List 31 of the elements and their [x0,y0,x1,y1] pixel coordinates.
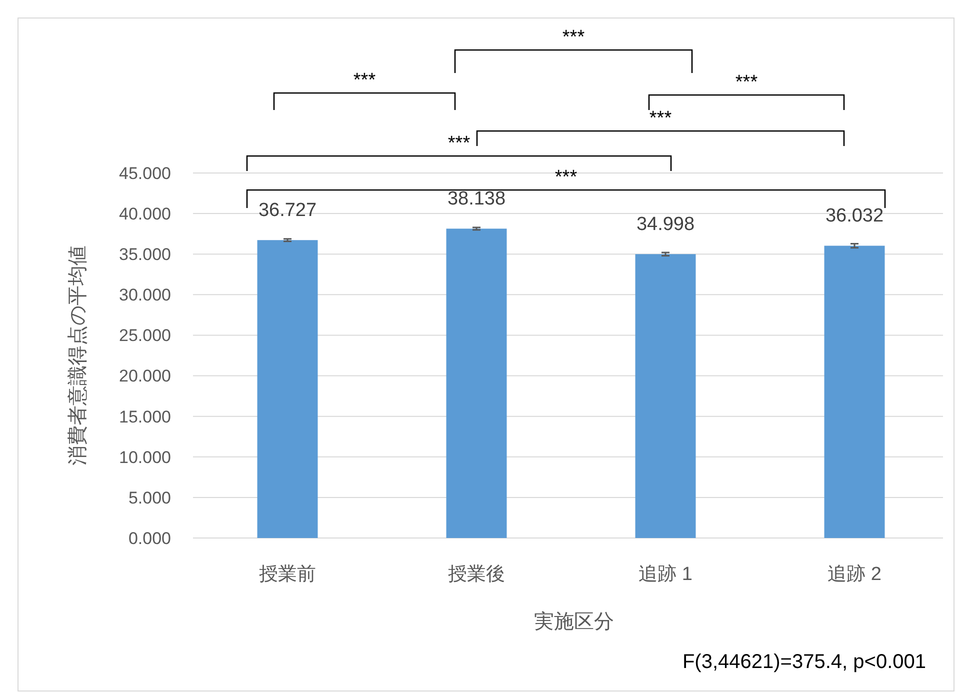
bar [257,240,318,538]
text: *** [353,70,376,91]
y-tick-label: 5.000 [128,488,171,508]
y-tick-label: 40.000 [119,204,171,224]
x-tick-label: 追跡 2 [828,564,882,585]
y-tick-label: 45.000 [119,164,171,183]
x-tick-label: 追跡 1 [638,564,692,585]
y-tick-label: 15.000 [119,407,171,426]
text: F(3,44621)=375.4, p<0.001 [682,651,926,673]
annotation: *** [554,167,578,188]
x-axis-title: 実施区分 [534,610,614,633]
x-tick-label: 授業前 [259,564,316,585]
y-tick-label: 30.000 [119,286,171,305]
text: *** [562,27,586,48]
y-tick-label: 25.000 [119,326,171,346]
bar [635,254,696,538]
bar [824,246,885,538]
y-tick-label: 10.000 [119,448,171,467]
y-tick-label: 35.000 [119,245,171,264]
bar [446,228,507,538]
data-label: 36.032 [825,206,884,227]
y-tick-label: 20.000 [119,366,171,386]
data-label: 36.727 [258,200,317,222]
y-axis-title: 消費者意識得点の平均値 [67,246,89,466]
data-label: 34.998 [636,214,695,236]
x-tick-label: 授業後 [448,564,505,585]
text: *** [448,133,471,154]
text: *** [735,72,758,93]
y-tick-label: 0.000 [128,528,171,548]
text: *** [649,108,672,129]
data-label: 38.138 [447,188,506,210]
